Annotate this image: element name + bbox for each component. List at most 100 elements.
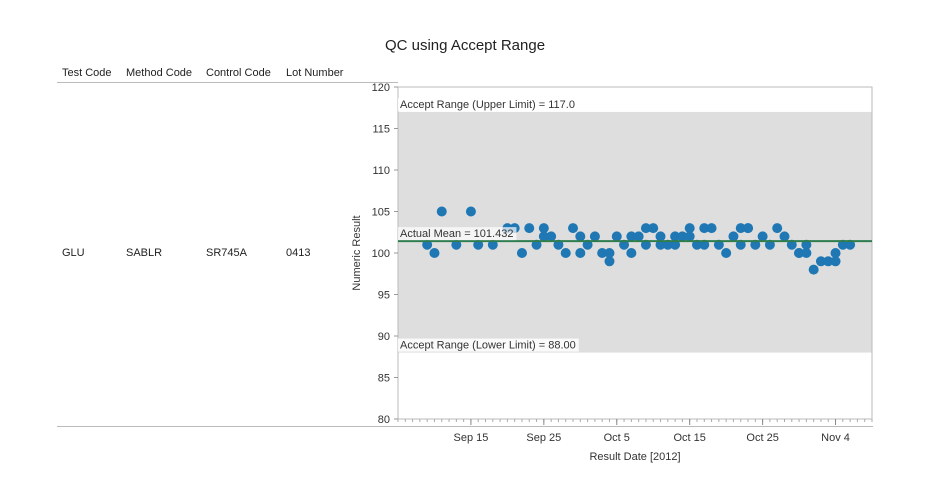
lower-label-bg [398, 338, 579, 352]
x-tick-label: Sep 25 [526, 432, 561, 444]
data-point [684, 223, 695, 234]
data-point [640, 239, 651, 250]
mean-label-bg [398, 227, 517, 241]
y-tick-label: 115 [372, 124, 390, 136]
data-point [589, 231, 600, 242]
data-point [662, 239, 673, 250]
data-point [808, 264, 819, 275]
data-point [604, 248, 615, 258]
data-point [837, 239, 848, 250]
data-point [684, 231, 695, 242]
y-tick-label: 105 [372, 207, 390, 219]
data-point [626, 231, 637, 242]
data-point [473, 239, 484, 250]
x-tick-label: Nov 4 [821, 432, 850, 444]
data-point [845, 239, 856, 250]
data-point [640, 223, 651, 234]
y-tick-label: 90 [378, 331, 390, 343]
data-point [830, 248, 841, 258]
x-tick-label: Oct 15 [673, 432, 705, 444]
data-point [655, 231, 666, 242]
data-point [772, 223, 783, 234]
data-point [546, 231, 557, 242]
data-point [699, 239, 710, 250]
data-point [757, 231, 768, 242]
data-point [524, 223, 535, 234]
header-lot-number: Lot Number [286, 67, 344, 79]
data-point [750, 239, 761, 250]
data-point [670, 239, 681, 250]
x-tick-label: Oct 25 [746, 432, 778, 444]
x-tick-label: Sep 15 [453, 432, 488, 444]
y-tick-label: 110 [372, 165, 390, 177]
data-point [648, 223, 659, 234]
data-point [575, 231, 586, 242]
data-point [815, 256, 826, 267]
x-axis-title: Result Date [2012] [589, 451, 680, 463]
lower-limit-label: Accept Range (Lower Limit) = 88.00 [400, 340, 576, 352]
x-tick-label: Oct 5 [604, 432, 630, 444]
y-tick-label: 80 [378, 414, 390, 426]
cell-method-code: SABLR [126, 247, 163, 259]
data-point [560, 248, 571, 258]
data-point [801, 239, 812, 250]
data-point [670, 231, 681, 242]
data-point [633, 231, 644, 242]
data-point [794, 248, 805, 258]
data-point [531, 239, 542, 250]
data-point [721, 248, 732, 258]
data-point [764, 239, 775, 250]
data-point [611, 231, 622, 242]
data-point [568, 223, 579, 234]
header-test-code: Test Code [62, 67, 112, 79]
data-point [801, 248, 812, 258]
data-point [538, 231, 549, 242]
data-point [786, 239, 797, 250]
data-point [677, 231, 688, 242]
data-point [451, 239, 462, 250]
data-point [735, 239, 746, 250]
data-point [553, 239, 564, 250]
y-tick-label: 100 [372, 248, 390, 260]
y-tick-label: 120 [372, 82, 390, 94]
header-method-code: Method Code [126, 67, 193, 79]
data-point [436, 206, 447, 217]
header-control-code: Control Code [206, 67, 271, 79]
data-point [779, 231, 790, 242]
data-point [743, 223, 754, 234]
data-point [582, 239, 593, 250]
data-point [713, 239, 724, 250]
data-point [706, 223, 717, 234]
data-point [604, 256, 615, 267]
y-tick-label: 95 [378, 290, 390, 302]
y-axis-title: Numeric Result [351, 215, 363, 290]
data-point [655, 239, 666, 250]
data-point [823, 256, 834, 267]
cell-control-code: SR745A [206, 247, 247, 259]
data-point [538, 223, 549, 234]
data-point [691, 239, 702, 250]
data-point [487, 239, 498, 250]
cell-test-code: GLU [62, 247, 85, 259]
upper-label-bg [398, 97, 578, 111]
cell-lot-number: 0413 [286, 247, 311, 259]
y-tick-label: 85 [378, 373, 390, 385]
data-point [619, 239, 630, 250]
data-point [735, 223, 746, 234]
upper-limit-label: Accept Range (Upper Limit) = 117.0 [400, 99, 575, 111]
data-point [728, 231, 739, 242]
chart-title: QC using Accept Range [384, 37, 546, 54]
data-point [465, 206, 476, 217]
header-divider [57, 82, 398, 83]
data-point [699, 223, 710, 234]
data-point [597, 248, 608, 258]
data-point [516, 248, 527, 258]
mean-label: Actual Mean = 101.432 [400, 228, 513, 240]
data-point [429, 248, 440, 258]
data-point [575, 248, 586, 258]
data-point [422, 239, 433, 250]
bottom-divider [57, 426, 873, 427]
data-point [830, 256, 841, 267]
data-point [626, 248, 637, 258]
